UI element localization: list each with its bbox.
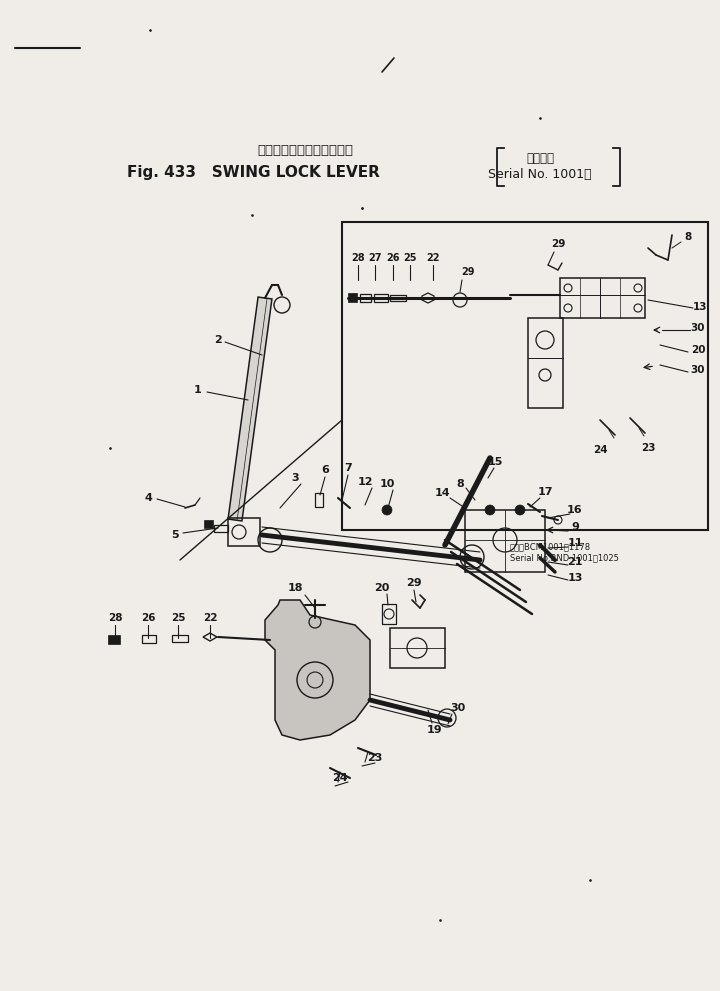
Text: 3: 3 <box>291 473 299 483</box>
Bar <box>228 518 260 546</box>
Text: 24: 24 <box>593 445 607 455</box>
Bar <box>108 635 120 644</box>
Text: 20: 20 <box>374 583 390 593</box>
Bar <box>390 295 406 301</box>
Bar <box>382 604 396 624</box>
Bar <box>560 278 645 318</box>
Text: スイング　ロック　レバー: スイング ロック レバー <box>257 144 353 157</box>
Text: 23: 23 <box>367 753 383 763</box>
Ellipse shape <box>485 505 495 515</box>
Text: 13: 13 <box>567 573 582 583</box>
Bar <box>360 294 371 302</box>
Bar <box>465 510 545 572</box>
Text: 6: 6 <box>321 465 329 475</box>
Text: 17: 17 <box>537 487 553 497</box>
Text: 27: 27 <box>368 253 382 263</box>
Text: 12: 12 <box>357 477 373 487</box>
Text: 28: 28 <box>351 253 365 263</box>
Bar <box>342 222 708 530</box>
Text: 1: 1 <box>194 385 202 395</box>
Text: Fig. 433   SWING LOCK LEVER: Fig. 433 SWING LOCK LEVER <box>127 165 379 179</box>
Text: 25: 25 <box>171 613 185 623</box>
Text: Serial No.BND 1001～1025: Serial No.BND 1001～1025 <box>510 553 619 562</box>
Bar <box>390 628 445 668</box>
Ellipse shape <box>382 505 392 515</box>
Ellipse shape <box>515 505 525 515</box>
Text: 19: 19 <box>427 725 443 735</box>
Text: 20: 20 <box>690 345 706 355</box>
Text: Serial No. 1001～: Serial No. 1001～ <box>488 168 592 181</box>
Text: 29: 29 <box>462 267 474 277</box>
Text: 13: 13 <box>693 302 707 312</box>
Text: 8: 8 <box>685 232 692 242</box>
Text: 26: 26 <box>140 613 156 623</box>
Bar <box>374 294 388 302</box>
Bar <box>315 493 323 507</box>
Text: 16: 16 <box>567 505 582 515</box>
Text: 9: 9 <box>571 522 579 532</box>
Bar <box>172 635 188 642</box>
Text: 18: 18 <box>287 583 302 593</box>
Text: 30: 30 <box>690 323 706 333</box>
Text: 29: 29 <box>551 239 565 249</box>
Text: 25: 25 <box>403 253 417 263</box>
Bar <box>528 318 563 408</box>
Text: 7: 7 <box>344 463 352 473</box>
Text: 24: 24 <box>332 773 348 783</box>
Text: 28: 28 <box>108 613 122 623</box>
Bar <box>204 520 213 528</box>
Text: 2: 2 <box>214 335 222 345</box>
Text: 4: 4 <box>144 493 152 503</box>
Text: 30: 30 <box>451 703 466 713</box>
Bar <box>142 635 156 643</box>
Text: 30: 30 <box>690 365 706 375</box>
Text: 10: 10 <box>379 479 395 489</box>
Text: 22: 22 <box>203 613 217 623</box>
Text: 26: 26 <box>386 253 400 263</box>
Text: 5: 5 <box>171 530 179 540</box>
Polygon shape <box>265 600 370 740</box>
Text: 21: 21 <box>567 557 582 567</box>
Text: 23: 23 <box>641 443 655 453</box>
Polygon shape <box>228 297 272 521</box>
Text: 22: 22 <box>426 253 440 263</box>
Text: 29: 29 <box>406 578 422 588</box>
Text: 8: 8 <box>456 479 464 489</box>
Bar <box>348 293 357 302</box>
Text: 車号令BCM1001～1178: 車号令BCM1001～1178 <box>510 542 591 551</box>
Text: 適用号機: 適用号機 <box>526 152 554 165</box>
Bar <box>214 525 228 532</box>
Text: 14: 14 <box>435 488 451 498</box>
Text: 11: 11 <box>567 538 582 548</box>
Text: 15: 15 <box>487 457 503 467</box>
